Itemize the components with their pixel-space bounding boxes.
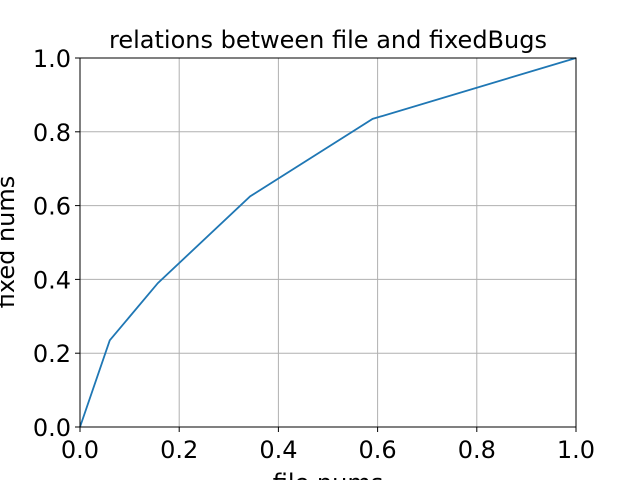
x-tick-label: 1.0: [557, 436, 595, 464]
y-axis-label: fixed nums: [0, 176, 20, 309]
x-tick-label: 0.6: [359, 436, 397, 464]
y-tick-label: 0.2: [33, 340, 71, 368]
series-line: [79, 57, 577, 428]
x-axis-label: file nums: [273, 469, 383, 480]
x-tick-label: 0.2: [160, 436, 198, 464]
y-tick-label: 0.4: [33, 266, 71, 294]
x-tick-label: 0.8: [458, 436, 496, 464]
y-tick-label: 0.8: [33, 119, 71, 147]
y-tick-label: 1.0: [33, 45, 71, 73]
x-tick-label: 0.0: [61, 436, 99, 464]
ticks: 0.0 0.2 0.4 0.6 0.8 1.0 0.0 0.2 0.4 0.6 0.8 1.0: [33, 45, 595, 464]
x-tick-label: 0.4: [259, 436, 297, 464]
y-tick-label: 0.0: [33, 414, 71, 442]
y-tick-label: 0.6: [33, 193, 71, 221]
series-layer: [79, 57, 577, 428]
chart-title: relations between file and fixedBugs: [109, 26, 547, 54]
plot-frame: [79, 57, 577, 428]
grid: [79, 57, 577, 428]
